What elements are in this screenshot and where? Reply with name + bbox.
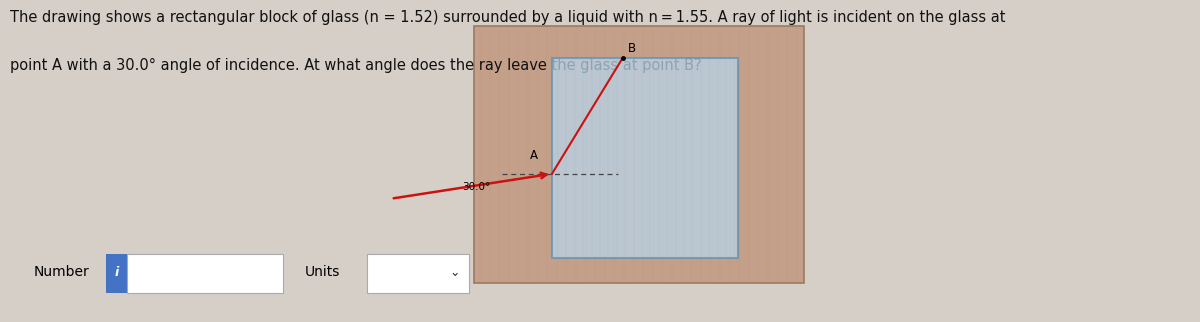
Bar <box>127 254 283 293</box>
Text: Number: Number <box>34 265 89 279</box>
Text: The drawing shows a rectangular block of glass (n = 1.52) surrounded by a liquid: The drawing shows a rectangular block of… <box>10 10 1006 25</box>
Text: 30.0°: 30.0° <box>462 183 491 193</box>
Text: A: A <box>530 149 539 162</box>
Text: i: i <box>114 266 119 279</box>
Bar <box>106 254 127 293</box>
Text: ⌄: ⌄ <box>450 266 460 279</box>
Text: point A with a 30.0° angle of incidence. At what angle does the ray leave the gl: point A with a 30.0° angle of incidence.… <box>10 58 701 73</box>
Text: Units: Units <box>305 265 340 279</box>
Bar <box>552 58 738 258</box>
Bar <box>367 254 469 293</box>
Bar <box>474 26 804 283</box>
Text: B: B <box>628 42 636 55</box>
